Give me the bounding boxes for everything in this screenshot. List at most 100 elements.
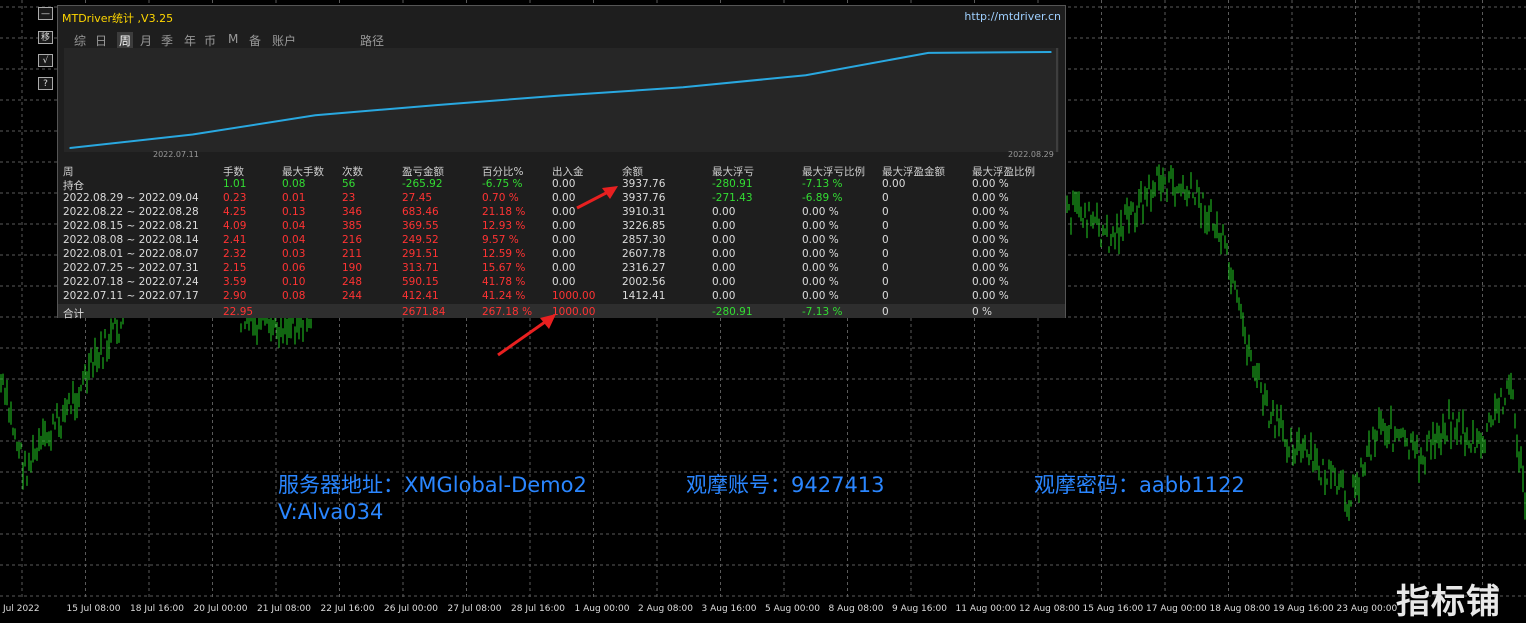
equity-end-date: 2022.08.29 xyxy=(1008,150,1054,159)
tab-10[interactable]: 路径 xyxy=(360,34,385,48)
table-cell-8-2: 0.08 xyxy=(282,290,306,302)
table-cell-6-7: 2316.27 xyxy=(622,262,666,274)
equity-point-2 xyxy=(314,114,317,117)
table-cell-3-5: 12.93 % xyxy=(482,220,526,232)
table-cell-5-2: 0.03 xyxy=(282,248,306,260)
tab-8[interactable]: 备 xyxy=(249,34,262,48)
table-cell-8-3: 244 xyxy=(342,290,363,302)
time-label-5: 22 Jul 16:00 xyxy=(320,604,375,614)
table-cell-4-6: 0.00 xyxy=(552,234,576,246)
check-button[interactable]: √ xyxy=(38,54,53,67)
table-cell-3-9: 0.00 % xyxy=(802,220,839,232)
table-cell-2-0: 2022.08.22 ~ 2022.08.28 xyxy=(63,206,199,218)
time-label-3: 20 Jul 00:00 xyxy=(193,604,248,614)
total-cell-9: -7.13 % xyxy=(802,306,843,318)
table-cell-6-3: 190 xyxy=(342,262,363,274)
total-cell-5: 267.18 % xyxy=(482,306,533,318)
time-label-7: 27 Jul 08:00 xyxy=(447,604,502,614)
time-label-20: 19 Aug 16:00 xyxy=(1273,604,1334,614)
col-header-0: 周 xyxy=(63,166,74,178)
table-cell-2-5: 21.18 % xyxy=(482,206,526,218)
move-button[interactable]: 移 xyxy=(38,31,53,44)
table-cell-1-1: 0.23 xyxy=(223,192,247,204)
table-cell-6-1: 2.15 xyxy=(223,262,247,274)
time-label-10: 2 Aug 08:00 xyxy=(638,604,693,614)
tab-3[interactable]: 月 xyxy=(140,34,153,48)
time-label-8: 28 Jul 16:00 xyxy=(511,604,565,614)
table-cell-8-11: 0.00 % xyxy=(972,290,1009,302)
table-cell-2-6: 0.00 xyxy=(552,206,576,218)
time-label-0: Jul 2022 xyxy=(3,604,40,614)
stats-panel: MTDriver统计 ,V3.25 http://mtdriver.cn 综日周… xyxy=(57,5,1066,320)
panel-url-link[interactable]: http://mtdriver.cn xyxy=(964,10,1061,23)
table-cell-3-10: 0 xyxy=(882,220,889,232)
time-label-1: 15 Jul 08:00 xyxy=(66,604,121,614)
table-cell-1-4: 27.45 xyxy=(402,192,433,204)
equity-start-date: 2022.07.11 xyxy=(153,150,199,159)
help-button[interactable]: ? xyxy=(38,77,53,90)
table-cell-8-6: 1000.00 xyxy=(552,290,596,302)
table-cell-3-1: 4.09 xyxy=(223,220,247,232)
col-header-8: 最大浮亏 xyxy=(712,166,754,178)
table-cell-0-10: 0.00 xyxy=(882,178,906,190)
table-cell-3-3: 385 xyxy=(342,220,363,232)
table-cell-5-7: 2607.78 xyxy=(622,248,666,260)
time-label-19: 18 Aug 08:00 xyxy=(1209,604,1271,614)
tab-1[interactable]: 日 xyxy=(95,34,108,48)
table-cell-4-9: 0.00 % xyxy=(802,234,839,246)
table-cell-2-3: 346 xyxy=(342,206,363,218)
equity-point-1 xyxy=(191,133,194,136)
equity-curve xyxy=(64,48,1059,152)
tab-2[interactable]: 周 xyxy=(117,32,134,49)
table-cell-4-5: 9.57 % xyxy=(482,234,519,246)
table-cell-6-5: 15.67 % xyxy=(482,262,526,274)
tab-7[interactable]: M xyxy=(228,32,239,46)
minimize-button[interactable]: — xyxy=(38,7,53,20)
total-cell-10: 0 xyxy=(882,306,889,318)
table-cell-1-7: 3937.76 xyxy=(622,192,666,204)
table-cell-5-9: 0.00 % xyxy=(802,248,839,260)
table-cell-6-4: 313.71 xyxy=(402,262,439,274)
col-header-11: 最大浮盈比例 xyxy=(972,166,1035,178)
table-cell-3-7: 3226.85 xyxy=(622,220,666,232)
table-cell-1-6: 0.00 xyxy=(552,192,576,204)
col-header-4: 盈亏金额 xyxy=(402,166,444,178)
tab-0[interactable]: 综 xyxy=(74,34,87,48)
password-text: 观摩密码：aabb1122 xyxy=(1034,473,1245,497)
table-cell-0-6: 0.00 xyxy=(552,178,576,190)
table-cell-2-4: 683.46 xyxy=(402,206,439,218)
table-cell-3-11: 0.00 % xyxy=(972,220,1009,232)
table-cell-2-7: 3910.31 xyxy=(622,206,666,218)
table-cell-5-10: 0 xyxy=(882,248,889,260)
table-cell-7-2: 0.10 xyxy=(282,276,306,288)
table-cell-7-8: 0.00 xyxy=(712,276,736,288)
table-cell-6-8: 0.00 xyxy=(712,262,736,274)
time-label-18: 17 Aug 00:00 xyxy=(1146,604,1207,614)
equity-point-8 xyxy=(1050,51,1052,53)
total-cell-0: 合计 xyxy=(63,308,84,320)
table-cell-8-7: 1412.41 xyxy=(622,290,666,302)
table-cell-6-0: 2022.07.25 ~ 2022.07.31 xyxy=(63,262,199,274)
tab-4[interactable]: 季 xyxy=(161,34,174,48)
price-candles xyxy=(0,164,1526,521)
table-cell-7-1: 3.59 xyxy=(223,276,247,288)
table-cell-1-11: 0.00 % xyxy=(972,192,1009,204)
table-cell-6-2: 0.06 xyxy=(282,262,306,274)
table-cell-7-7: 2002.56 xyxy=(622,276,666,288)
tab-9[interactable]: 账户 xyxy=(272,34,297,48)
table-cell-4-0: 2022.08.08 ~ 2022.08.14 xyxy=(63,234,199,246)
table-cell-5-11: 0.00 % xyxy=(972,248,1009,260)
table-cell-7-4: 590.15 xyxy=(402,276,439,288)
table-cell-4-11: 0.00 % xyxy=(972,234,1009,246)
table-cell-5-5: 12.59 % xyxy=(482,248,526,260)
total-cell-4: 2671.84 xyxy=(402,306,446,318)
table-cell-3-0: 2022.08.15 ~ 2022.08.21 xyxy=(63,220,199,232)
tab-6[interactable]: 币 xyxy=(204,34,217,48)
table-cell-3-4: 369.55 xyxy=(402,220,439,232)
tab-5[interactable]: 年 xyxy=(184,34,197,48)
table-cell-3-2: 0.04 xyxy=(282,220,306,232)
table-cell-2-8: 0.00 xyxy=(712,206,736,218)
table-cell-1-9: -6.89 % xyxy=(802,192,843,204)
contact-text: V:Alva034 xyxy=(278,500,384,524)
total-cell-6: 1000.00 xyxy=(552,306,596,318)
